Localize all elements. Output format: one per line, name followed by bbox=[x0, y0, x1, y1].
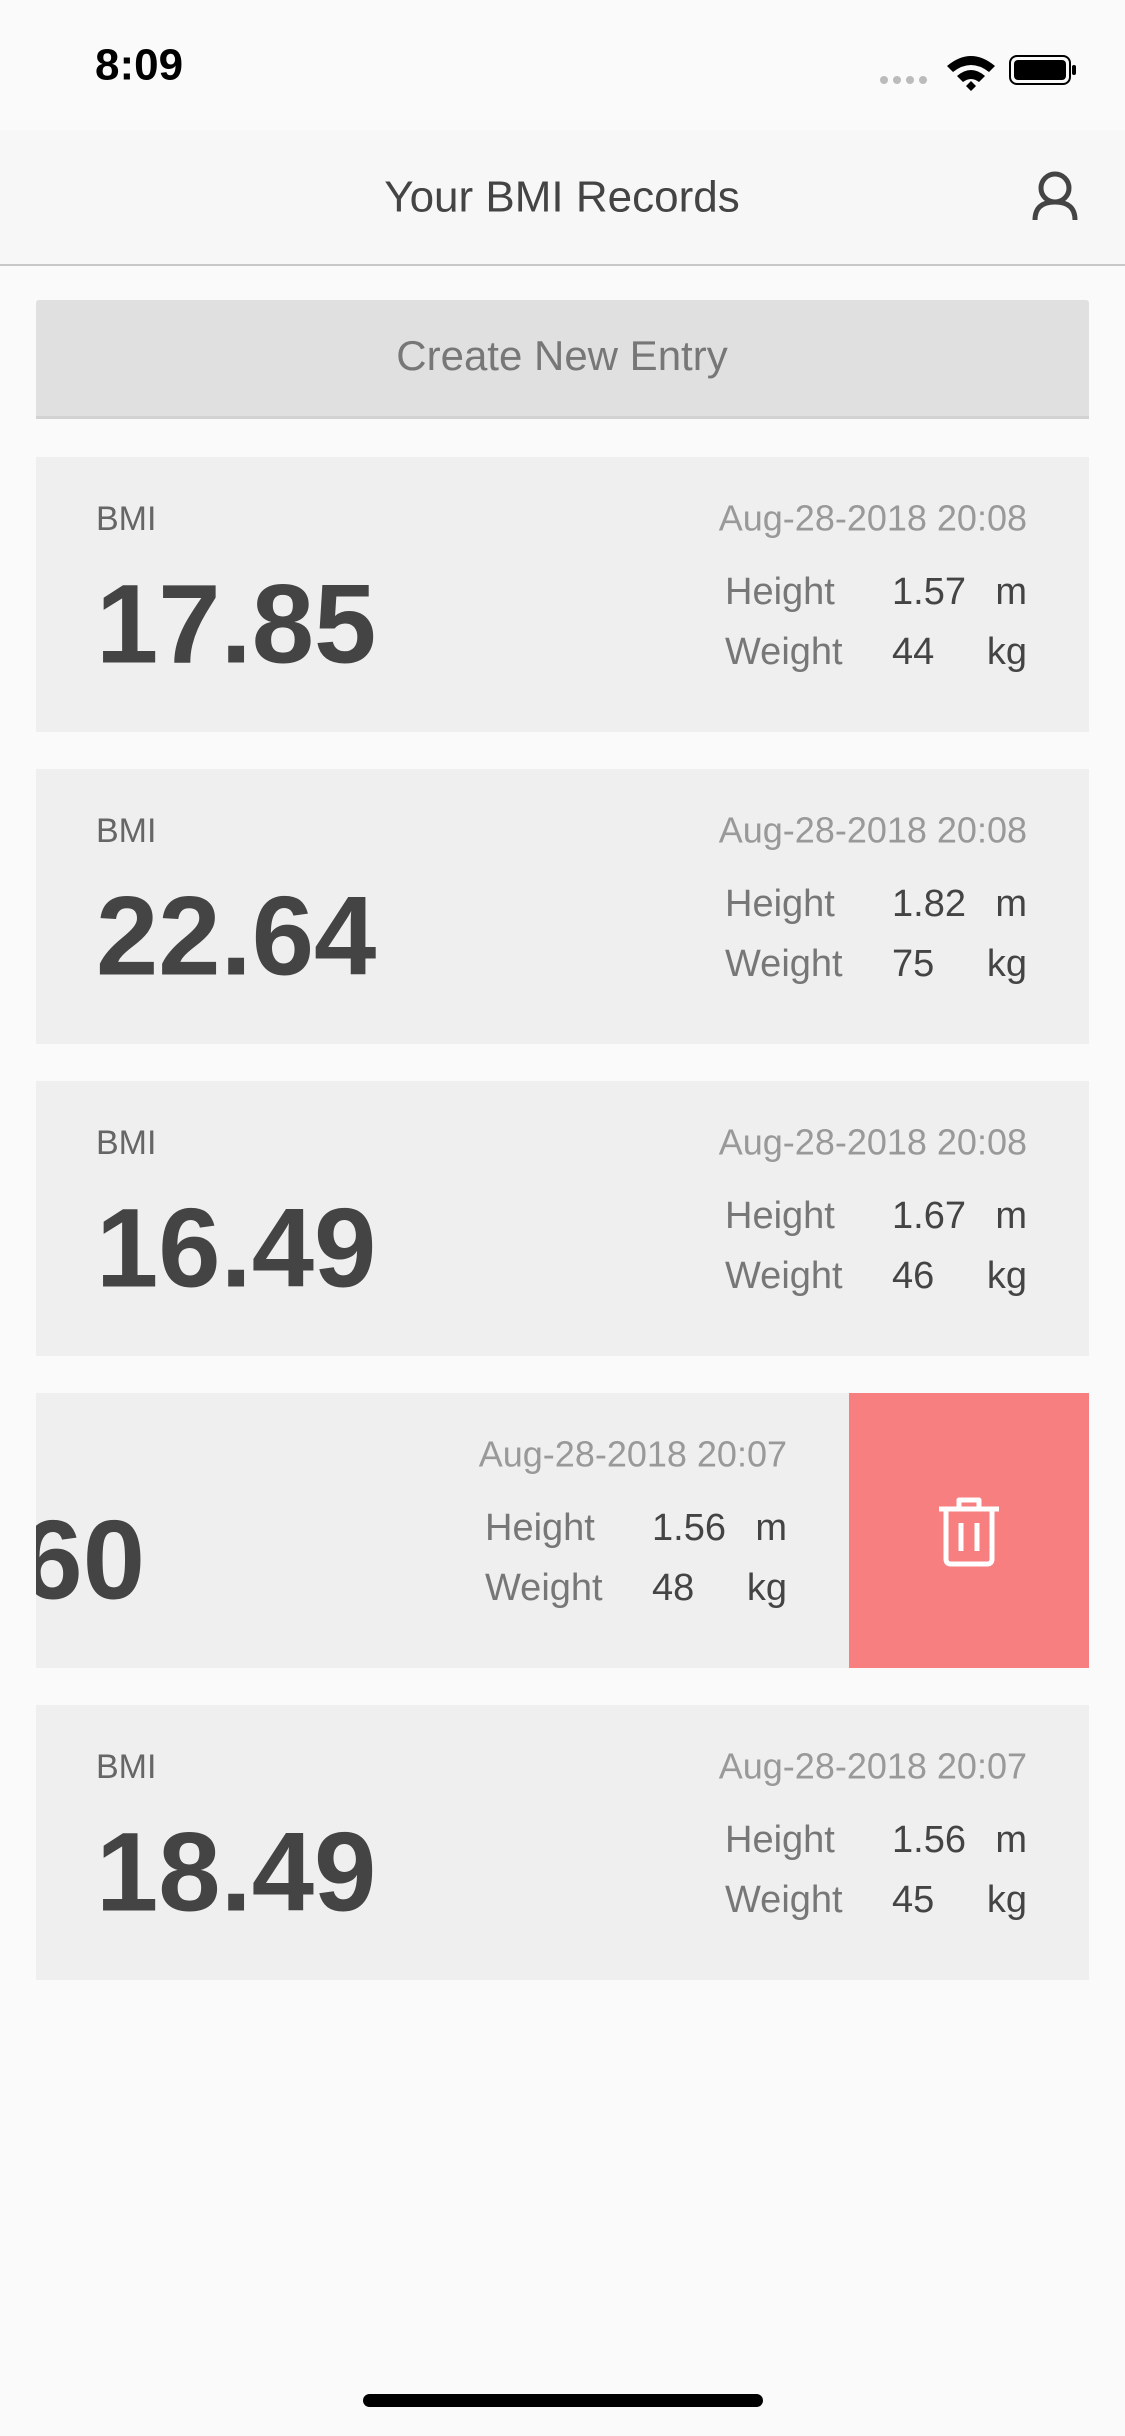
weight-label: Weight bbox=[725, 631, 843, 673]
height-unit: m bbox=[995, 571, 1027, 613]
card-background bbox=[36, 457, 1089, 732]
weight-value: 45 bbox=[892, 1879, 934, 1921]
weight-unit: kg bbox=[987, 943, 1027, 985]
height-unit: m bbox=[755, 1507, 787, 1549]
record-content: BMI 18.49 Aug-28-2018 20:07 Height 1.56 m Weig… bbox=[36, 1705, 1089, 1980]
record-content: BMI 17.85 Aug-28-2018 20:08 Height 1.57 m Weig… bbox=[36, 457, 1089, 732]
bmi-value: 60 bbox=[20, 1498, 145, 1623]
height-value: 1.56 bbox=[892, 1819, 966, 1861]
trash-lid bbox=[939, 1497, 999, 1512]
create-button-label: Create New Entry bbox=[396, 332, 727, 379]
home-indicator bbox=[363, 2394, 763, 2407]
height-unit: m bbox=[995, 1819, 1027, 1861]
bmi-label: BMI bbox=[96, 500, 156, 538]
nav-bar bbox=[0, 130, 1125, 265]
record-card[interactable]: BMI 17.85 Aug-28-2018 20:08 Height 1.57 m Weig… bbox=[36, 457, 1089, 732]
record-date: Aug-28-2018 20:08 bbox=[719, 1122, 1027, 1163]
height-label: Height bbox=[725, 1819, 835, 1861]
delete-action[interactable] bbox=[849, 1393, 1089, 1668]
record-card[interactable]: 60 Aug-28-2018 20:07 Height 1.56 m Weight 48 kg bbox=[0, 1393, 1089, 1668]
weight-label: Weight bbox=[725, 943, 843, 985]
weight-value: 44 bbox=[892, 631, 934, 673]
trash-body bbox=[943, 1509, 995, 1567]
weight-value: 75 bbox=[892, 943, 934, 985]
weight-label: Weight bbox=[725, 1255, 843, 1297]
profile-icon[interactable] bbox=[1032, 171, 1078, 221]
card-background bbox=[36, 769, 1089, 1044]
record-date: Aug-28-2018 20:07 bbox=[479, 1434, 787, 1475]
status-time: 8:09 bbox=[95, 41, 183, 90]
trash-lines bbox=[958, 1523, 980, 1551]
bmi-label: BMI bbox=[96, 1124, 156, 1162]
height-unit: m bbox=[995, 1195, 1027, 1237]
height-label: Height bbox=[725, 883, 835, 925]
card-background bbox=[36, 1081, 1089, 1356]
weight-unit: kg bbox=[987, 631, 1027, 673]
height-value: 1.56 bbox=[652, 1507, 726, 1549]
weight-unit: kg bbox=[747, 1567, 787, 1609]
weight-unit: kg bbox=[987, 1879, 1027, 1921]
record-card[interactable]: BMI 16.49 Aug-28-2018 20:08 Height 1.67 m Weig… bbox=[36, 1081, 1089, 1356]
height-value: 1.82 bbox=[892, 883, 966, 925]
nav-title: Your BMI Records bbox=[384, 173, 739, 222]
status-icons bbox=[880, 55, 1076, 91]
card-background bbox=[36, 1393, 849, 1668]
weight-value: 48 bbox=[652, 1567, 694, 1609]
record-content: BMI 16.49 Aug-28-2018 20:08 Height 1.67 m Weig… bbox=[36, 1081, 1089, 1356]
height-unit: m bbox=[995, 883, 1027, 925]
records-list: BMI 17.85 Aug-28-2018 20:08 Height 1.57 m Weig… bbox=[0, 457, 1089, 1980]
create-button[interactable]: Create New Entry bbox=[36, 300, 1089, 419]
record-card[interactable]: BMI 18.49 Aug-28-2018 20:07 Height 1.56 m Weig… bbox=[36, 1705, 1089, 1980]
record-content: BMI 22.64 Aug-28-2018 20:08 Height 1.82 m Weig… bbox=[36, 769, 1089, 1044]
record-card[interactable]: BMI 22.64 Aug-28-2018 20:08 Height 1.82 m Weig… bbox=[36, 769, 1089, 1044]
record-date: Aug-28-2018 20:08 bbox=[719, 498, 1027, 539]
bmi-label: BMI bbox=[96, 1748, 156, 1786]
weight-label: Weight bbox=[725, 1879, 843, 1921]
card-background bbox=[36, 1705, 1089, 1980]
bmi-value: 17.85 bbox=[96, 562, 376, 687]
height-label: Height bbox=[725, 571, 835, 613]
record-content: 60 Aug-28-2018 20:07 Height 1.56 m Weight 48 kg bbox=[20, 1393, 849, 1668]
bmi-value: 18.49 bbox=[96, 1810, 376, 1935]
height-label: Height bbox=[725, 1195, 835, 1237]
height-label: Height bbox=[485, 1507, 595, 1549]
weight-unit: kg bbox=[987, 1255, 1027, 1297]
bmi-label: BMI bbox=[96, 812, 156, 850]
trash-icon[interactable] bbox=[939, 1497, 999, 1567]
weight-label: Weight bbox=[485, 1567, 603, 1609]
bmi-value: 22.64 bbox=[96, 874, 376, 999]
height-value: 1.67 bbox=[892, 1195, 966, 1237]
height-value: 1.57 bbox=[892, 571, 966, 613]
record-date: Aug-28-2018 20:07 bbox=[719, 1746, 1027, 1787]
bmi-value: 16.49 bbox=[96, 1186, 376, 1311]
record-date: Aug-28-2018 20:08 bbox=[719, 810, 1027, 851]
weight-value: 46 bbox=[892, 1255, 934, 1297]
